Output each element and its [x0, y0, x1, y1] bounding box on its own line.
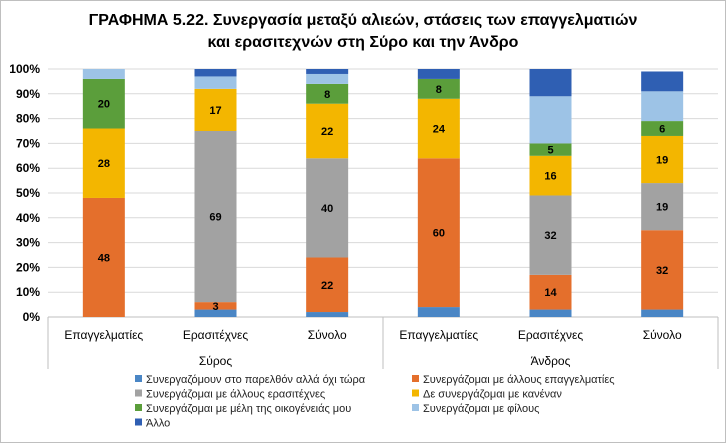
y-tick-label: 20%: [16, 260, 40, 274]
bar-segment: [529, 274, 572, 310]
y-tick-label: 10%: [16, 285, 40, 299]
data-label: 8: [324, 89, 330, 101]
category-label: Σύνολο: [643, 328, 682, 342]
bar-segment: [417, 307, 460, 317]
chart-title-line-1: ΓΡΑΦΗΜΑ 5.22. Συνεργασία μεταξύ αλιεών, …: [88, 12, 638, 29]
bar-segment: [82, 78, 125, 129]
bar-segment: [529, 96, 572, 144]
bar-segment: [529, 195, 572, 275]
bar-segment: [529, 143, 572, 156]
bar-segment: [529, 309, 572, 317]
bar-segment: [306, 73, 349, 84]
y-tick-label: 100%: [9, 62, 40, 76]
y-tick-label: 60%: [16, 161, 40, 175]
bar-segment: [306, 69, 349, 74]
bar-segment: [641, 135, 684, 184]
bar-segment: [194, 131, 237, 303]
legend-swatch: [135, 389, 142, 397]
data-label: 17: [209, 105, 221, 117]
bar-segment: [641, 91, 684, 122]
category-label: Επαγγελματίες: [399, 328, 478, 342]
data-label: 32: [544, 230, 556, 242]
y-tick-label: 90%: [16, 87, 40, 101]
y-tick-label: 30%: [16, 236, 40, 250]
bar-segment: [194, 69, 237, 77]
legend-entry: Συνεργάζομαι με άλλους επαγγελματίες: [423, 374, 615, 386]
legend-entry: Συνεργάζομαι με φίλους: [423, 403, 539, 415]
category-label: Ερασιτέχνες: [518, 328, 584, 342]
bar-segment: [641, 183, 684, 231]
data-label: 5: [547, 145, 553, 157]
y-tick-label: 40%: [16, 211, 40, 225]
data-label: 3: [212, 301, 218, 313]
data-label: 19: [656, 155, 668, 167]
legend-entry: Άλλο: [146, 418, 170, 430]
chart-title: ΓΡΑΦΗΜΑ 5.22. Συνεργασία μεταξύ αλιεών, …: [0, 10, 726, 54]
y-tick-label: 80%: [16, 112, 40, 126]
bar-segment: [641, 121, 684, 136]
data-label: 8: [436, 84, 442, 96]
y-tick-label: 70%: [16, 136, 40, 150]
y-tick-label: 50%: [16, 186, 40, 200]
bar-segment: [417, 98, 460, 159]
data-label: 69: [209, 212, 221, 224]
data-label: 40: [321, 203, 333, 215]
bar-segment: [417, 78, 460, 99]
legend-swatch: [412, 389, 419, 397]
bar-segment: [306, 83, 349, 104]
data-label: 28: [98, 158, 110, 170]
data-label: 14: [544, 287, 557, 299]
legend-entry: Συνεργαζόμουν στο παρελθόν αλλά όχι τώρα: [146, 374, 366, 386]
bar-segment: [417, 158, 460, 308]
legend-swatch: [412, 375, 419, 382]
data-label: 48: [98, 252, 110, 264]
data-label: 24: [433, 124, 446, 136]
bar-segment: [529, 69, 572, 97]
y-tick-label: 0%: [23, 310, 41, 324]
data-label: 6: [659, 124, 665, 136]
category-label: Σύνολο: [308, 328, 347, 342]
data-label: 32: [656, 265, 668, 277]
legend-entry: Δε συνεργάζομαι με κανέναν: [423, 389, 562, 401]
bar-segment: [194, 76, 237, 89]
bar-segment: [82, 197, 125, 317]
bar-segment: [641, 309, 684, 317]
bar-segment: [82, 69, 125, 79]
bar-segment: [306, 158, 349, 258]
data-label: 19: [656, 202, 668, 214]
legend-swatch: [135, 404, 142, 411]
bar-segment: [641, 230, 684, 310]
bar-segment: [529, 155, 572, 196]
group-label: Σύρος: [199, 354, 232, 368]
bar-segment: [417, 69, 460, 79]
data-label: 60: [433, 228, 445, 240]
bar-segment: [306, 257, 349, 313]
legend-swatch: [412, 404, 419, 411]
group-label: Άνδρος: [531, 354, 571, 368]
bar-segment: [306, 103, 349, 159]
data-label: 20: [98, 99, 110, 111]
bar-segment: [194, 88, 237, 131]
bar-segment: [194, 302, 237, 310]
category-label: Ερασιτέχνες: [183, 328, 249, 342]
legend-entry: Συνεργάζομαι με μέλη της οικογένειάς μου: [146, 403, 351, 415]
chart-title-line-2: και ερασιτεχνών στη Σύρο και την Άνδρο: [207, 34, 519, 51]
legend-swatch: [135, 375, 142, 382]
data-label: 22: [321, 280, 333, 292]
data-label: 16: [544, 171, 556, 183]
bar-segment: [82, 128, 125, 198]
bar-segment: [306, 312, 349, 317]
bar-segment: [194, 309, 237, 317]
data-label: 22: [321, 126, 333, 138]
category-label: Επαγγελματίες: [64, 328, 143, 342]
legend-entry: Συνεργάζομαι με άλλους ερασιτέχνες: [146, 389, 325, 401]
bar-segment: [641, 71, 684, 92]
legend-swatch: [135, 418, 142, 426]
